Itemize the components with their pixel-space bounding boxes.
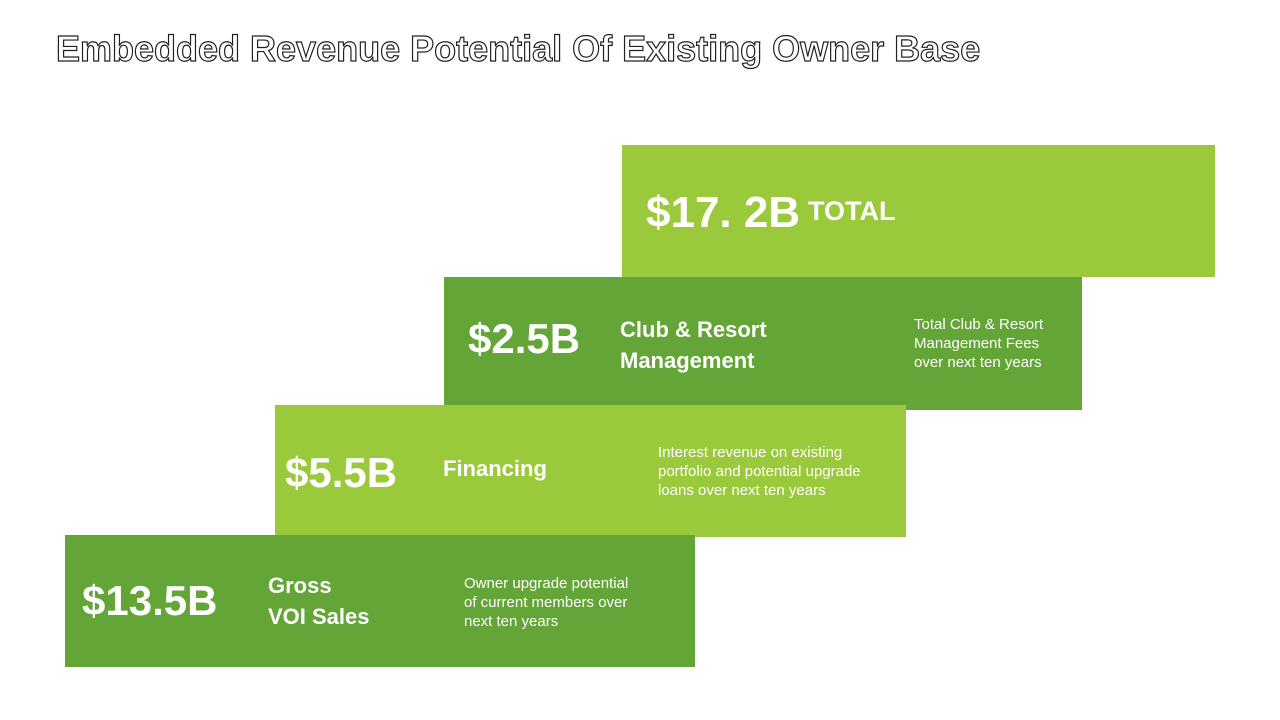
total-block: $17. 2B TOTAL: [622, 145, 1215, 277]
financing-desc-line: Interest revenue on existing: [658, 444, 843, 461]
club-resort-block: $2.5B Club & Resort Management Total Clu…: [444, 277, 1082, 410]
club-resort-desc-line: Management Fees: [914, 335, 1040, 352]
financing-desc-line: portfolio and potential upgrade: [658, 463, 861, 480]
financing-block: $5.5B Financing Interest revenue on exis…: [275, 405, 906, 537]
gross-voi-desc-line: of current members over: [464, 594, 628, 611]
gross-voi-label-line: VOI Sales: [268, 604, 370, 629]
total-amount: $17. 2B: [646, 188, 801, 237]
gross-voi-amount: $13.5B: [82, 577, 218, 624]
club-resort-label-line: Management: [620, 348, 755, 373]
gross-voi-label-line: Gross: [268, 573, 332, 598]
total-label: TOTAL: [808, 196, 896, 226]
club-resort-amount: $2.5B: [468, 315, 581, 362]
gross-voi-desc-line: Owner upgrade potential: [464, 575, 629, 592]
gross-voi-desc-line: next ten years: [464, 613, 559, 630]
financing-label: Financing: [443, 456, 547, 481]
club-resort-description: Total Club & Resort Management Fees over…: [914, 315, 1074, 372]
club-resort-desc-line: Total Club & Resort: [914, 316, 1044, 333]
financing-description: Interest revenue on existing portfolio a…: [658, 443, 888, 500]
gross-voi-description: Owner upgrade potential of current membe…: [464, 574, 654, 631]
gross-voi-block: $13.5B Gross VOI Sales Owner upgrade pot…: [65, 535, 695, 667]
club-resort-desc-line: over next ten years: [914, 354, 1042, 371]
club-resort-label: Club & Resort Management: [620, 314, 840, 376]
financing-desc-line: loans over next ten years: [658, 482, 826, 499]
financing-amount: $5.5B: [285, 449, 398, 496]
gross-voi-label: Gross VOI Sales: [268, 570, 418, 632]
club-resort-label-line: Club & Resort: [620, 317, 767, 342]
slide-title: Embedded Revenue Potential Of Existing O…: [55, 27, 981, 69]
